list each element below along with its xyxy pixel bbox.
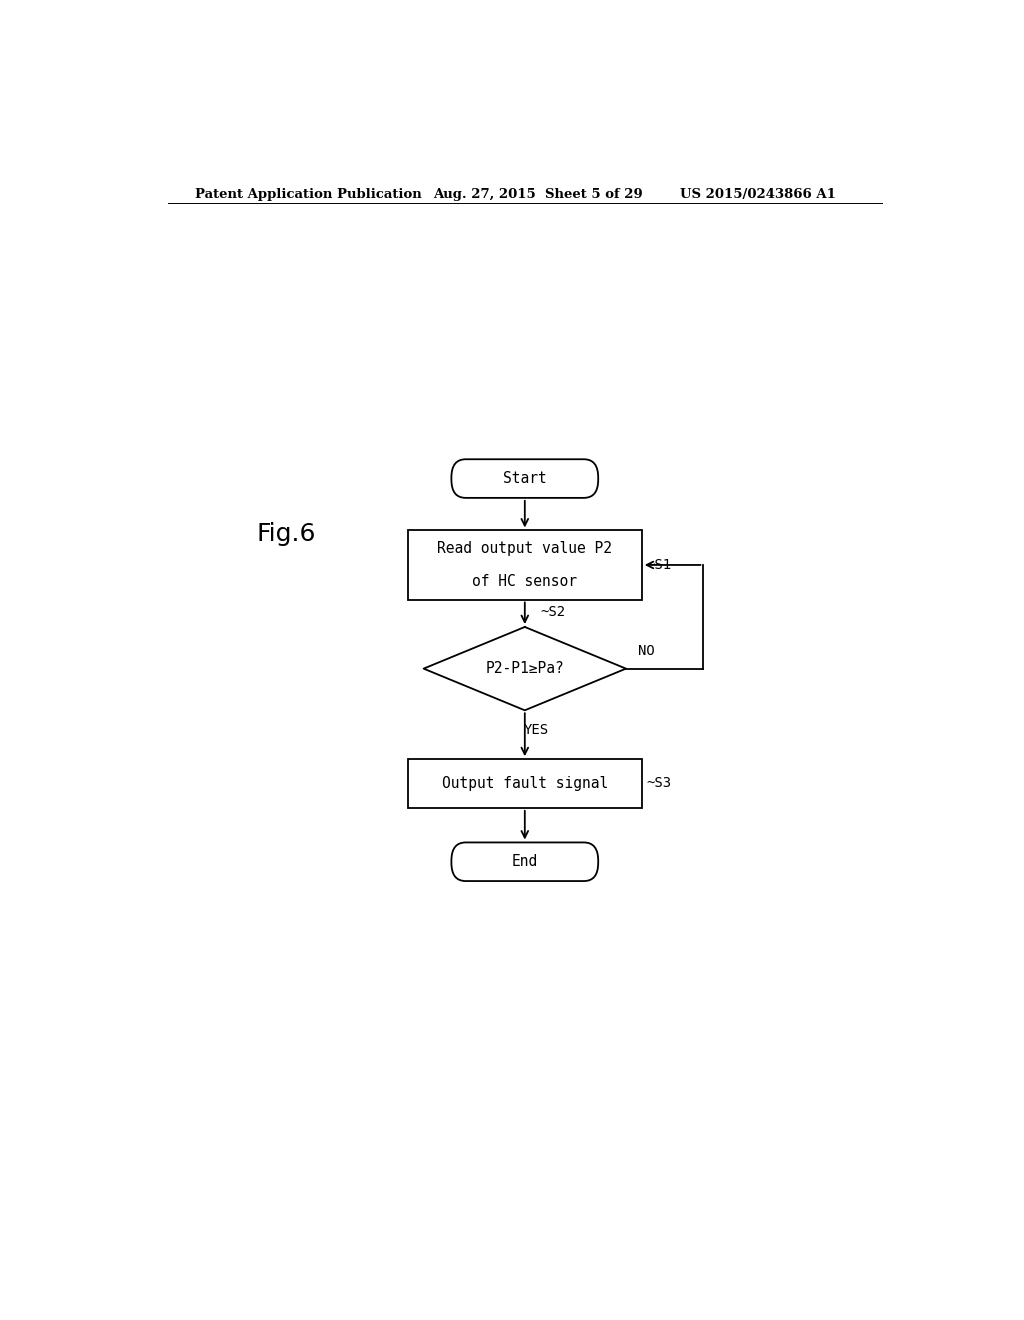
FancyBboxPatch shape [452,842,598,880]
Text: P2-P1≥Pa?: P2-P1≥Pa? [485,661,564,676]
Text: Start: Start [503,471,547,486]
Text: Fig.6: Fig.6 [257,523,316,546]
Bar [408,531,642,599]
Text: YES: YES [524,722,549,737]
Text: ~S1: ~S1 [647,558,672,572]
Text: Output fault signal: Output fault signal [441,776,608,791]
Text: End: End [512,854,538,870]
Text: Read output value P2: Read output value P2 [437,541,612,556]
Text: ~S3: ~S3 [647,776,672,791]
Text: Aug. 27, 2015  Sheet 5 of 29: Aug. 27, 2015 Sheet 5 of 29 [433,189,643,202]
Text: ~S2: ~S2 [541,605,566,619]
Text: Patent Application Publication: Patent Application Publication [196,189,422,202]
FancyBboxPatch shape [452,459,598,498]
Text: NO: NO [638,644,654,659]
Text: of HC sensor: of HC sensor [472,574,578,589]
Text: US 2015/0243866 A1: US 2015/0243866 A1 [680,189,836,202]
Bar [408,759,642,808]
